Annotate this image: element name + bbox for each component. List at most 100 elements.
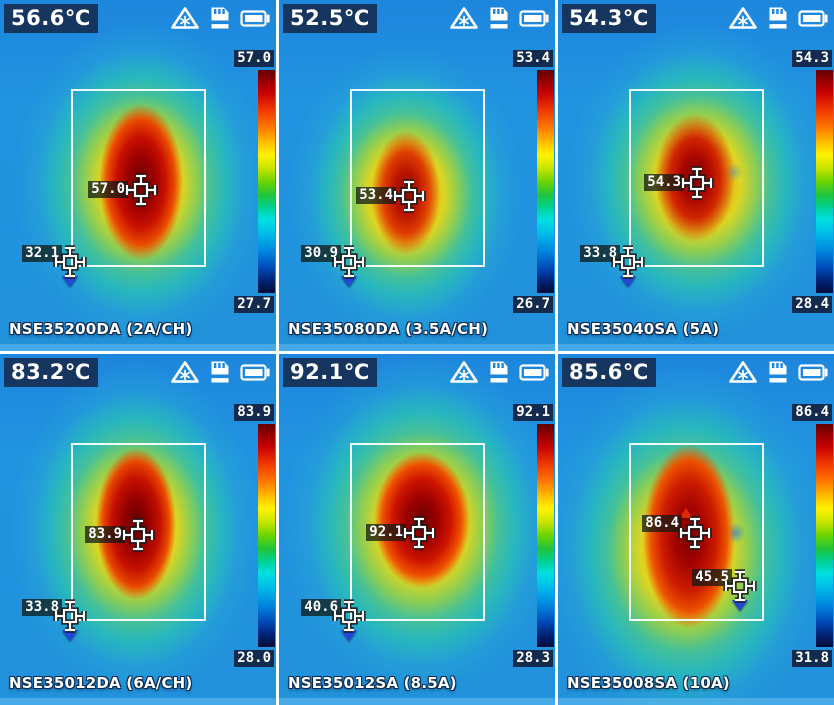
min-arrow-icon <box>62 276 78 287</box>
battery-icon <box>240 9 270 31</box>
thermal-image: 52.5℃ 53.4 26.7 5 <box>279 0 555 351</box>
roi-rectangle <box>71 89 206 267</box>
scale-max-label: 92.1 <box>513 404 553 421</box>
model-label: NSE35012DA (6A/CH) <box>9 674 193 692</box>
color-scale-bar <box>537 70 554 293</box>
scale-max-label: 86.4 <box>792 404 832 421</box>
roi-rectangle <box>350 89 485 267</box>
battery-icon <box>519 9 549 31</box>
temp-reading: 52.5℃ <box>283 4 377 33</box>
temp-reading: 56.6℃ <box>4 4 98 33</box>
scale-min-label: 26.7 <box>513 296 553 313</box>
sd-card-icon <box>488 6 510 34</box>
status-icons <box>728 6 828 34</box>
sd-card-icon <box>209 6 231 34</box>
min-arrow-icon <box>732 600 748 611</box>
thermal-image: 54.3℃ 54.3 28.4 5 <box>558 0 834 351</box>
thermal-panel-3: 54.3℃ 54.3 28.4 5 <box>558 0 834 351</box>
min-arrow-icon <box>341 630 357 641</box>
roi-rectangle <box>350 443 485 621</box>
center-marker-value: 86.4 <box>642 515 682 532</box>
status-icons <box>449 360 549 388</box>
temp-reading: 92.1℃ <box>283 358 377 387</box>
scale-min-label: 27.7 <box>234 296 274 313</box>
crosshair-icon <box>678 516 712 550</box>
model-label: NSE35200DA (2A/CH) <box>9 320 193 338</box>
roi-rectangle <box>629 89 764 267</box>
thermal-panel-5: 92.1℃ 92.1 28.3 9 <box>279 354 555 705</box>
sd-card-icon <box>209 360 231 388</box>
thermal-panel-6: 85.6℃ 86.4 31.8 <box>558 354 834 705</box>
temp-reading: 54.3℃ <box>562 4 656 33</box>
laser-icon <box>449 360 479 388</box>
center-marker-value: 54.3 <box>644 174 684 191</box>
scale-max-label: 53.4 <box>513 50 553 67</box>
status-icons <box>170 6 270 34</box>
min-marker-value: 30.9 <box>301 245 341 262</box>
model-label: NSE35008SA (10A) <box>567 674 730 692</box>
scale-max-label: 83.9 <box>234 404 274 421</box>
sd-card-icon <box>767 360 789 388</box>
min-marker-value: 32.1 <box>22 245 62 262</box>
roi-rectangle <box>629 443 764 621</box>
battery-icon <box>519 363 549 385</box>
crosshair-icon <box>121 518 155 552</box>
min-marker-value: 45.5 <box>692 569 732 586</box>
scale-max-label: 54.3 <box>792 50 832 67</box>
crosshair-icon <box>611 245 645 279</box>
battery-icon <box>798 9 828 31</box>
sd-card-icon <box>767 6 789 34</box>
thermal-image: 83.2℃ 83.9 28.0 8 <box>0 354 276 705</box>
thermal-panel-4: 83.2℃ 83.9 28.0 8 <box>0 354 276 705</box>
color-scale-bar <box>258 424 275 647</box>
status-icons <box>728 360 828 388</box>
status-icons <box>449 6 549 34</box>
laser-icon <box>728 6 758 34</box>
thermal-image: 56.6℃ 57.0 27.7 5 <box>0 0 276 351</box>
thermal-panel-1: 56.6℃ 57.0 27.7 5 <box>0 0 276 351</box>
crosshair-icon <box>402 516 436 550</box>
center-marker-value: 92.1 <box>366 524 406 541</box>
center-marker-value: 83.9 <box>85 526 125 543</box>
min-arrow-icon <box>62 630 78 641</box>
sd-card-icon <box>488 360 510 388</box>
temp-reading: 83.2℃ <box>4 358 98 387</box>
thermal-image: 85.6℃ 86.4 31.8 <box>558 354 834 705</box>
thermal-panel-2: 52.5℃ 53.4 26.7 5 <box>279 0 555 351</box>
min-arrow-icon <box>341 276 357 287</box>
thermal-image: 92.1℃ 92.1 28.3 9 <box>279 354 555 705</box>
model-label: NSE35012SA (8.5A) <box>288 674 457 692</box>
laser-icon <box>449 6 479 34</box>
laser-icon <box>170 360 200 388</box>
laser-icon <box>728 360 758 388</box>
status-icons <box>170 360 270 388</box>
scale-min-label: 28.0 <box>234 650 274 667</box>
laser-icon <box>170 6 200 34</box>
model-label: NSE35040SA (5A) <box>567 320 720 338</box>
crosshair-icon <box>332 245 366 279</box>
color-scale-bar <box>816 70 833 293</box>
crosshair-icon <box>53 245 87 279</box>
max-arrow-icon <box>679 508 693 518</box>
crosshair-icon <box>723 569 757 603</box>
crosshair-icon <box>680 166 714 200</box>
color-scale-bar <box>816 424 833 647</box>
scale-max-label: 57.0 <box>234 50 274 67</box>
min-marker-value: 40.6 <box>301 599 341 616</box>
scale-min-label: 28.4 <box>792 296 832 313</box>
scale-min-label: 28.3 <box>513 650 553 667</box>
min-marker-value: 33.8 <box>22 599 62 616</box>
min-arrow-icon <box>620 276 636 287</box>
battery-icon <box>240 363 270 385</box>
min-marker-value: 33.8 <box>580 245 620 262</box>
crosshair-icon <box>124 173 158 207</box>
crosshair-icon <box>332 599 366 633</box>
model-label: NSE35080DA (3.5A/CH) <box>288 320 489 338</box>
center-marker-value: 57.0 <box>88 181 128 198</box>
color-scale-bar <box>537 424 554 647</box>
temp-reading: 85.6℃ <box>562 358 656 387</box>
crosshair-icon <box>53 599 87 633</box>
color-scale-bar <box>258 70 275 293</box>
center-marker-value: 53.4 <box>356 187 396 204</box>
